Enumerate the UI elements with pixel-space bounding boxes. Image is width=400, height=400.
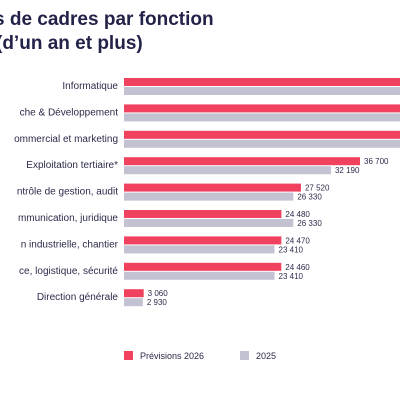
data-label: 36 700 [364,157,389,166]
bar-2025 [124,271,275,280]
data-label: 24 470 [285,236,310,245]
bar-previsions-2026 [124,78,400,86]
category-label: Informatique [62,81,118,92]
legend-label: 2025 [256,351,276,361]
bar-previsions-2026 [124,210,282,218]
data-label: 26 330 [297,219,322,228]
bar-2025 [124,298,143,307]
bar-2025 [124,192,294,201]
data-label: 2 930 [147,298,168,307]
chart-title-line-1: s de cadres par fonction [0,9,214,30]
bar-previsions-2026 [124,104,400,113]
data-label: 24 480 [285,210,310,219]
data-label: 26 330 [297,193,322,202]
chart-title-line-2: (d’un an et plus) [0,33,143,54]
legend-swatch-previsions-2026 [124,351,133,360]
category-label: ntrôle de gestion, audit [17,187,118,198]
bar-2025 [124,139,400,148]
category-label: n industrielle, chantier [21,239,119,250]
category-label: ce, logistique, sécurité [19,266,118,277]
bar-2025 [124,87,400,95]
bar-2025 [124,245,275,254]
bar-2025 [124,166,331,175]
category-label: che & Développement [20,107,119,118]
data-label: 3 060 [148,289,169,298]
bar-previsions-2026 [124,262,282,271]
category-label: Direction générale [37,292,119,303]
data-label: 23 410 [279,245,304,254]
category-label: ommercial et marketing [14,134,118,145]
category-label: mmunication, juridique [18,213,118,224]
bar-2025 [124,219,294,227]
category-label: Exploitation tertiaire* [26,160,118,171]
bar-previsions-2026 [124,130,400,139]
bar-previsions-2026 [124,183,301,192]
data-label: 27 520 [305,184,330,193]
data-label: 32 190 [335,166,360,175]
bar-previsions-2026 [124,236,282,245]
legend-swatch-2025 [240,351,249,360]
bar-previsions-2026 [124,289,144,298]
legend-label: Prévisions 2026 [140,351,204,361]
data-label: 23 410 [279,272,304,281]
data-label: 24 460 [285,263,310,272]
bar-previsions-2026 [124,157,360,166]
bar-2025 [124,113,400,122]
